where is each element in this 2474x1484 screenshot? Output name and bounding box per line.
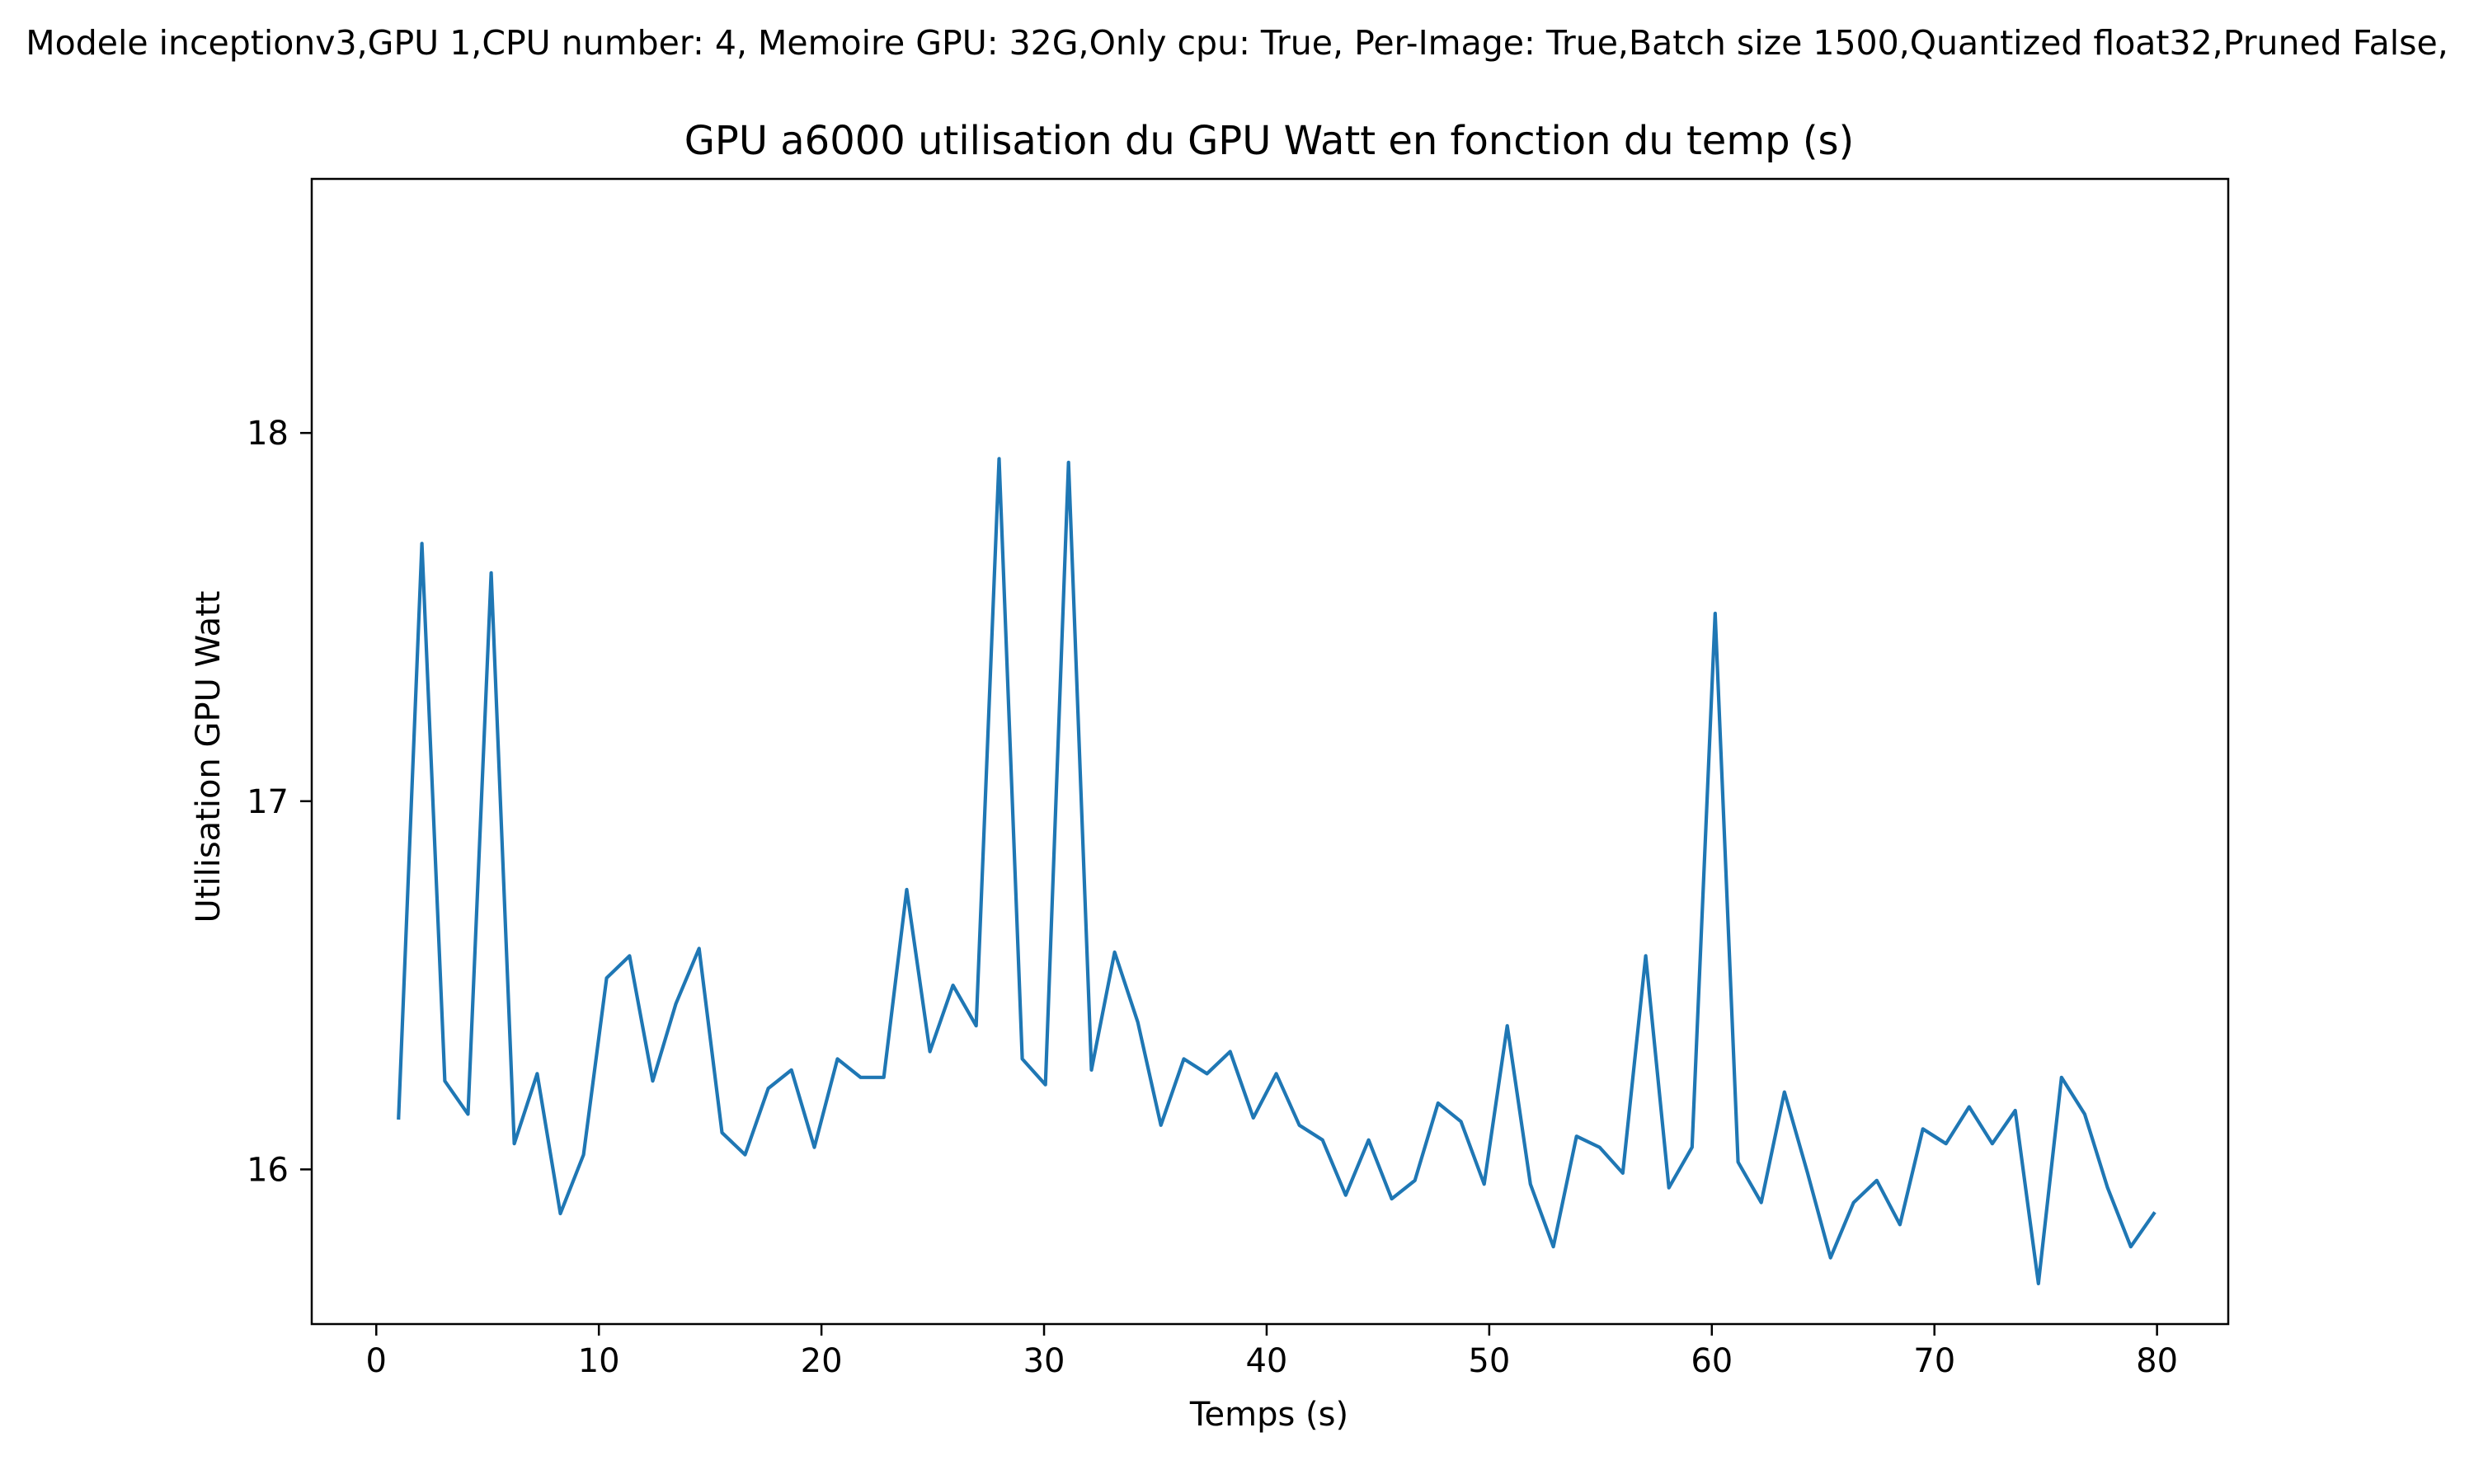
x-tick-label-40: 40 (1245, 1342, 1287, 1380)
x-tick-label-30: 30 (1023, 1342, 1065, 1380)
y-axis-label: Utilisation GPU Watt (190, 591, 228, 923)
y-tick-label-18: 18 (247, 415, 289, 453)
x-tick-label-60: 60 (1691, 1342, 1733, 1380)
chart-title: GPU a6000 utilisation du GPU Watt en fon… (684, 118, 1855, 164)
figure-suptitle: Modele inceptionv3,GPU 1,CPU number: 4, … (26, 23, 2448, 63)
axes-frame (310, 177, 2230, 1326)
x-axis-label: Temps (s) (1189, 1396, 1348, 1434)
x-tick-label-50: 50 (1468, 1342, 1510, 1380)
x-tick-label-10: 10 (578, 1342, 620, 1380)
x-tick-label-20: 20 (801, 1342, 843, 1380)
y-tick-label-16: 16 (247, 1151, 289, 1189)
plot-area: 0 10 20 30 40 50 60 70 80 16 17 18 (247, 177, 2230, 1380)
y-tick-label-17: 17 (247, 783, 289, 821)
x-tick-label-70: 70 (1913, 1342, 1955, 1380)
x-tick-label-80: 80 (2136, 1342, 2178, 1380)
x-tick-label-0: 0 (366, 1342, 387, 1380)
series-line-0 (397, 457, 2157, 1286)
